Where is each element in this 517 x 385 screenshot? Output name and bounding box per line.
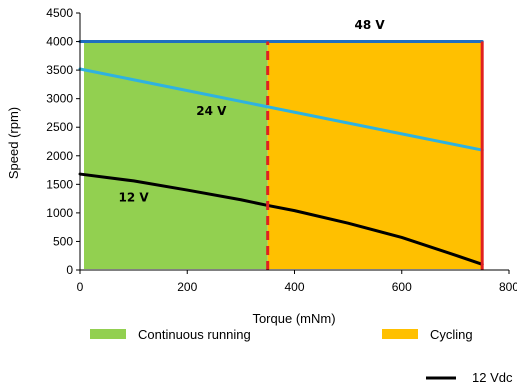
x-axis-title: Torque (mNm) [252, 311, 335, 326]
x-tick-label: 400 [284, 280, 304, 294]
x-tick-label: 800 [499, 280, 517, 294]
region-cycling [267, 41, 483, 269]
legend: Continuous running Cycling 12 Vdc [90, 327, 513, 385]
series-label-48-v: 48 V [354, 18, 385, 32]
y-tick-label: 4000 [46, 35, 73, 49]
legend-label-cycling: Cycling [430, 327, 473, 342]
series-label-12-v: 12 V [119, 190, 150, 204]
legend-swatch-continuous-running [90, 329, 126, 339]
legend-label-12-vdc: 12 Vdc [472, 370, 513, 385]
y-tick-label: 3500 [46, 63, 73, 77]
series-label-24-v: 24 V [196, 104, 227, 118]
region-continuous-running [84, 41, 268, 269]
y-tick-label: 500 [53, 234, 73, 248]
y-tick-label: 4500 [46, 6, 73, 20]
x-tick-label: 200 [177, 280, 197, 294]
legend-swatch-cycling [382, 329, 418, 339]
axes: 0 500 1000 1500 2000 2500 3000 3500 4000 4500 0 200… [46, 6, 517, 294]
x-tick-label: 0 [77, 280, 84, 294]
plot-area: 48 V 24 V 12 V [78, 18, 484, 270]
y-tick-label: 2000 [46, 149, 73, 163]
y-tick-label: 3000 [46, 92, 73, 106]
y-tick-label: 1500 [46, 177, 73, 191]
y-tick-label: 0 [66, 263, 73, 277]
x-tick-label: 600 [392, 280, 412, 294]
series-line-24-v [78, 67, 484, 152]
y-tick-label: 2500 [46, 120, 73, 134]
y-axis-title: Speed (rpm) [6, 107, 21, 179]
y-tick-label: 1000 [46, 206, 73, 220]
series-line-12-v [78, 172, 484, 266]
legend-label-continuous-running: Continuous running [138, 327, 251, 342]
